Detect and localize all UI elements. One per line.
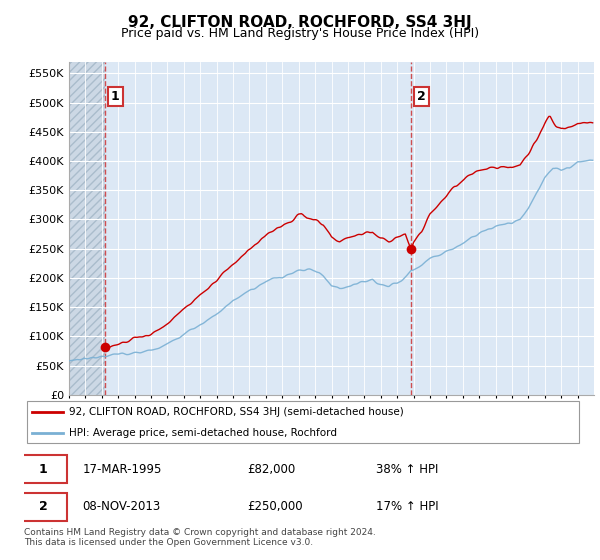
Text: 08-NOV-2013: 08-NOV-2013 [83,501,161,514]
Text: 92, CLIFTON ROAD, ROCHFORD, SS4 3HJ (semi-detached house): 92, CLIFTON ROAD, ROCHFORD, SS4 3HJ (sem… [68,407,403,417]
Text: 2: 2 [417,90,425,103]
Text: 17% ↑ HPI: 17% ↑ HPI [376,501,438,514]
Text: £82,000: £82,000 [247,463,295,475]
Bar [69,62,105,395]
Text: 1: 1 [111,90,120,103]
FancyBboxPatch shape [20,493,67,521]
FancyBboxPatch shape [27,401,579,444]
Text: Contains HM Land Registry data © Crown copyright and database right 2024.
This d: Contains HM Land Registry data © Crown c… [24,528,376,547]
Text: 1: 1 [38,463,47,475]
Text: 2: 2 [38,501,47,514]
Text: 38% ↑ HPI: 38% ↑ HPI [376,463,438,475]
Text: HPI: Average price, semi-detached house, Rochford: HPI: Average price, semi-detached house,… [68,428,337,438]
Text: 92, CLIFTON ROAD, ROCHFORD, SS4 3HJ: 92, CLIFTON ROAD, ROCHFORD, SS4 3HJ [128,15,472,30]
Text: Price paid vs. HM Land Registry's House Price Index (HPI): Price paid vs. HM Land Registry's House … [121,27,479,40]
Text: 17-MAR-1995: 17-MAR-1995 [83,463,162,475]
FancyBboxPatch shape [20,455,67,483]
Text: £250,000: £250,000 [247,501,303,514]
